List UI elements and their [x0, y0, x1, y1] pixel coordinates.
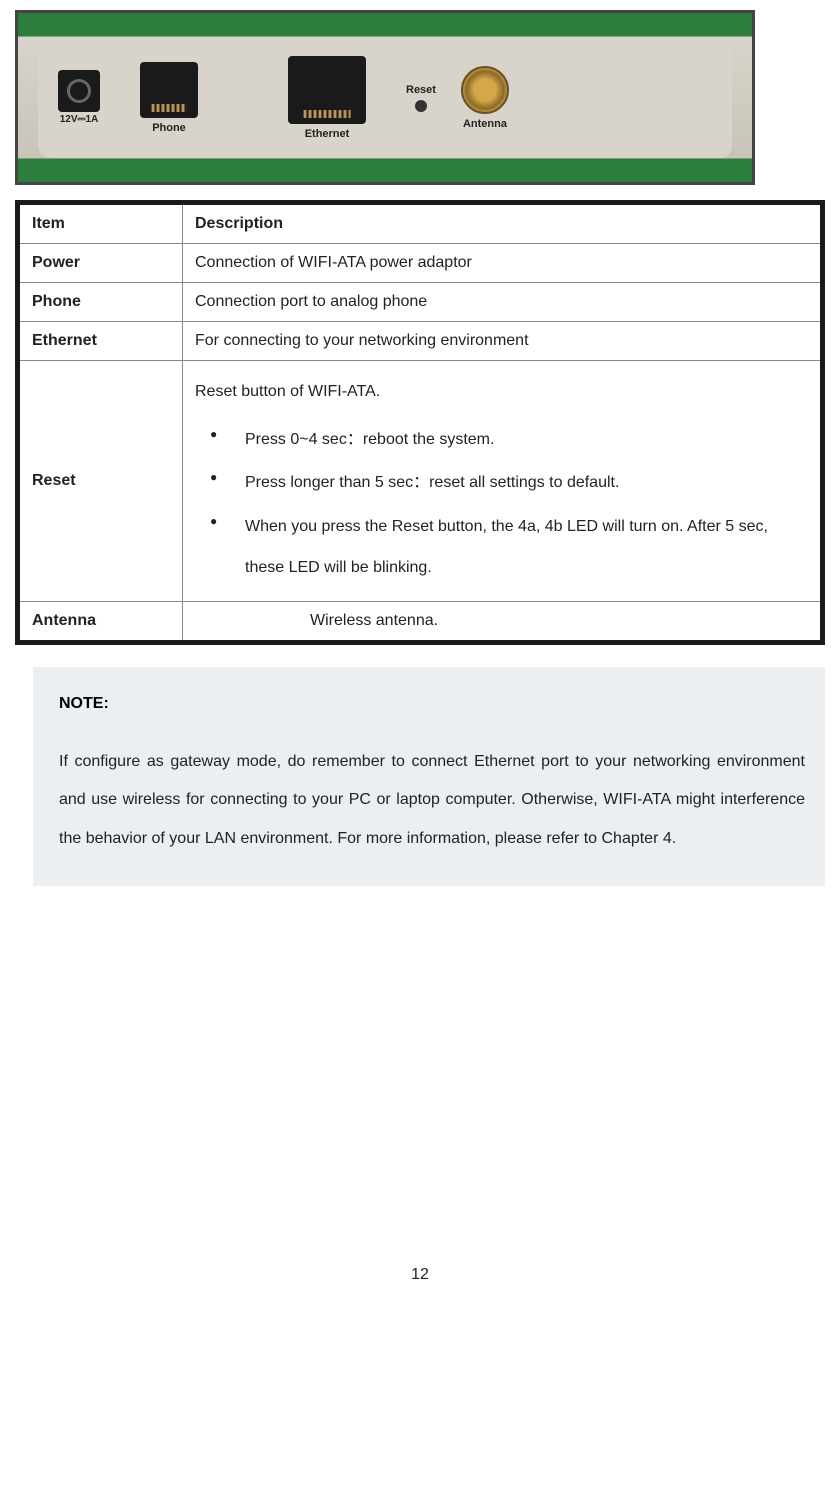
ethernet-section: Ethernet [288, 56, 366, 140]
reset-bullet: Press 0~4 sec：reboot the system. [195, 419, 808, 461]
reset-button-icon [415, 100, 427, 112]
reset-bullet-list: Press 0~4 sec：reboot the system. Press l… [195, 419, 808, 589]
header-item: Item [18, 203, 183, 244]
cell-antenna-item: Antenna [18, 601, 183, 642]
header-description: Description [183, 203, 823, 244]
table-row: Reset Reset button of WIFI-ATA. Press 0~… [18, 361, 823, 602]
reset-port-label: Reset [406, 84, 436, 96]
note-text: If configure as gateway mode, do remembe… [59, 743, 805, 858]
antenna-desc-text: Wireless antenna. [195, 612, 438, 629]
page-number: 12 [15, 1266, 825, 1284]
table-row: Phone Connection port to analog phone [18, 283, 823, 322]
cell-reset-desc: Reset button of WIFI-ATA. Press 0~4 sec：… [183, 361, 823, 602]
reset-intro: Reset button of WIFI-ATA. [195, 371, 808, 413]
cell-ethernet-desc: For connecting to your networking enviro… [183, 322, 823, 361]
phone-port-icon [140, 62, 198, 118]
cell-reset-item: Reset [18, 361, 183, 602]
antenna-port-label: Antenna [463, 118, 507, 130]
cell-phone-desc: Connection port to analog phone [183, 283, 823, 322]
device-photo: 12V⎓1A Phone Ethernet Reset Antenna [15, 10, 755, 185]
note-box: NOTE: If configure as gateway mode, do r… [33, 667, 825, 886]
reset-bullet: When you press the Reset button, the 4a,… [195, 506, 808, 589]
ethernet-port-icon [288, 56, 366, 124]
ethernet-port-label: Ethernet [305, 128, 350, 140]
item-description-table: Item Description Power Connection of WIF… [15, 200, 825, 645]
cell-ethernet-item: Ethernet [18, 322, 183, 361]
table-row: Antenna Wireless antenna. [18, 601, 823, 642]
phone-section: Phone [140, 62, 198, 134]
antenna-section: Antenna [461, 66, 509, 130]
cell-power-desc: Connection of WIFI-ATA power adaptor [183, 244, 823, 283]
reset-section: Reset [406, 84, 436, 112]
power-port-icon [58, 70, 100, 112]
power-spec-label: 12V⎓1A [60, 114, 99, 125]
cell-phone-item: Phone [18, 283, 183, 322]
cell-antenna-desc: Wireless antenna. [183, 601, 823, 642]
reset-bullet: Press longer than 5 sec：reset all settin… [195, 462, 808, 504]
power-section: 12V⎓1A [58, 70, 100, 125]
device-panel: 12V⎓1A Phone Ethernet Reset Antenna [38, 37, 732, 158]
table-header-row: Item Description [18, 203, 823, 244]
cell-power-item: Power [18, 244, 183, 283]
phone-port-label: Phone [152, 122, 186, 134]
table-row: Ethernet For connecting to your networki… [18, 322, 823, 361]
note-title: NOTE: [59, 695, 805, 713]
antenna-port-icon [461, 66, 509, 114]
table-row: Power Connection of WIFI-ATA power adapt… [18, 244, 823, 283]
